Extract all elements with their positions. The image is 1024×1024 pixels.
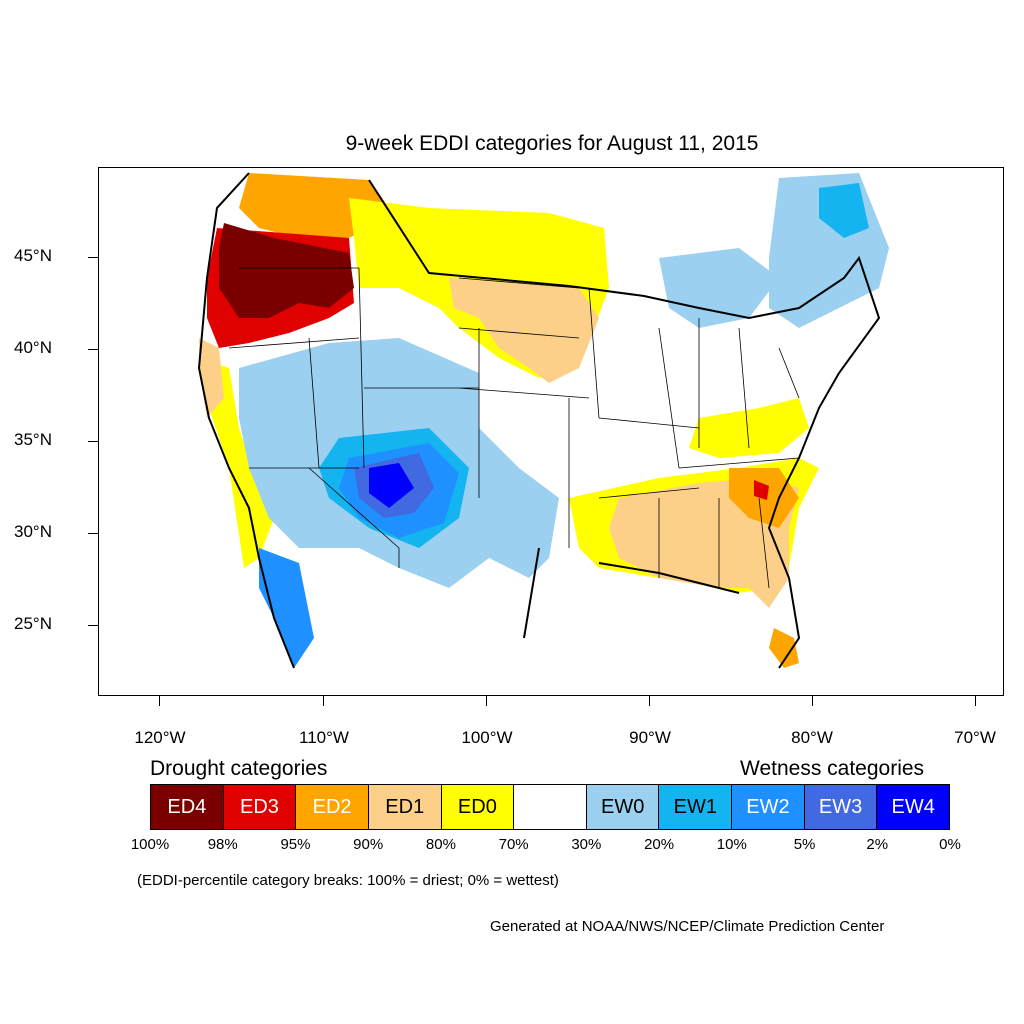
y-tick-30 — [88, 533, 98, 534]
y-tick-35 — [88, 441, 98, 442]
credit-line: Generated at NOAA/NWS/NCEP/Climate Predi… — [490, 918, 885, 935]
nw-ed2-region — [239, 173, 389, 238]
percentile-break: 100% — [130, 836, 170, 853]
x-tick-90 — [649, 696, 650, 706]
baja-ew2 — [259, 548, 314, 668]
x-label-120: 120°W — [134, 728, 186, 747]
northern-plains-ed1 — [449, 278, 599, 383]
percentile-break: 0% — [939, 836, 961, 853]
legend-box-ew1: EW1 — [659, 785, 733, 829]
drought-heading: Drought categories — [150, 757, 328, 780]
coastline — [197, 172, 881, 669]
legend-box-ed4: ED4 — [151, 785, 224, 829]
great-lakes-ew0 — [659, 248, 779, 328]
y-label-30: 30°N — [14, 522, 52, 541]
percentile-break: 80% — [425, 836, 456, 853]
legend-box-ew0: EW0 — [586, 785, 660, 829]
percentile-break: 90% — [353, 836, 384, 853]
y-tick-45 — [88, 257, 98, 258]
legend-bar: ED4 ED3 ED2 ED1 ED0 EW0 EW1 EW2 EW3 EW4 — [150, 784, 950, 830]
percentile-break: 2% — [866, 836, 889, 853]
percentile-break: 70% — [498, 836, 529, 853]
x-label-100: 100°W — [461, 728, 513, 747]
legend-box-ed3: ED3 — [223, 785, 297, 829]
map-title: 9-week EDDI categories for August 11, 20… — [345, 132, 759, 155]
y-label-45: 45°N — [14, 246, 52, 265]
category-note: (EDDI-percentile category breaks: 100% =… — [137, 872, 559, 889]
ohio-valley-ed0 — [689, 398, 809, 458]
nw-ed4-region — [219, 223, 354, 318]
legend-box-ew4: EW4 — [877, 785, 950, 829]
y-label-25: 25°N — [14, 614, 52, 633]
legend-box-ed1: ED1 — [368, 785, 442, 829]
legend-box-ed0: ED0 — [441, 785, 515, 829]
x-label-80: 80°W — [791, 728, 833, 747]
florida-ed2 — [769, 628, 799, 668]
percentile-break: 20% — [644, 836, 675, 853]
y-tick-25 — [88, 625, 98, 626]
legend-box-ed2: ED2 — [296, 785, 369, 829]
x-tick-110 — [323, 696, 324, 706]
percentile-break: 10% — [716, 836, 747, 853]
y-label-35: 35°N — [14, 430, 52, 449]
percentile-break: 98% — [207, 836, 238, 853]
wetness-heading: Wetness categories — [740, 757, 925, 780]
west-coast-ed0 — [199, 358, 274, 568]
map-canvas — [197, 172, 889, 669]
northeast-ew1 — [819, 183, 869, 238]
y-tick-40 — [88, 349, 98, 350]
x-label-70: 70°W — [954, 728, 996, 747]
x-label-110: 110°W — [299, 728, 349, 747]
percentile-break: 30% — [571, 836, 602, 853]
carolina-ed3 — [754, 480, 769, 500]
x-label-90: 90°W — [629, 728, 671, 747]
y-label-40: 40°N — [14, 338, 52, 357]
legend-box-ew3: EW3 — [804, 785, 878, 829]
legend-box-ew2: EW2 — [732, 785, 805, 829]
percentile-break: 95% — [280, 836, 311, 853]
legend-box-neutral — [514, 785, 587, 829]
percentile-break: 5% — [793, 836, 816, 853]
eddi-map — [98, 167, 1004, 696]
state-borders — [228, 267, 800, 589]
x-tick-100 — [486, 696, 487, 706]
southwest-ew4 — [369, 463, 414, 508]
x-tick-80 — [812, 696, 813, 706]
x-tick-70 — [975, 696, 976, 706]
x-tick-120 — [159, 696, 160, 706]
